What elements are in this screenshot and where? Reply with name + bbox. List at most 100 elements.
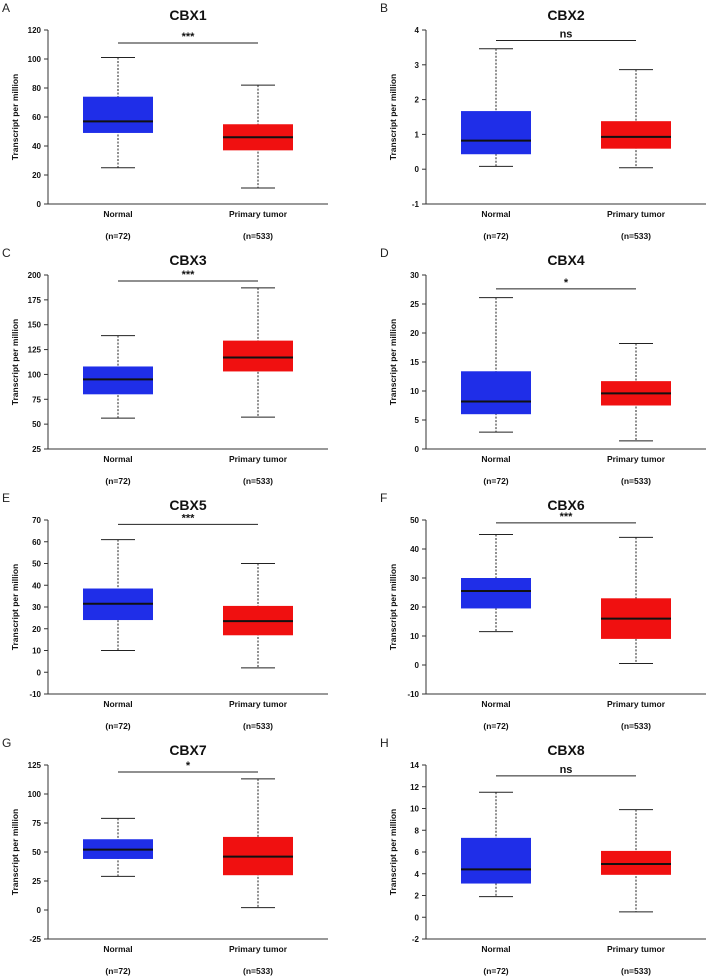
y-tick-label: 10 [410,632,419,641]
y-tick-label: 25 [32,445,41,454]
x-category-label: Primary tumor [229,944,288,954]
y-tick-label: 0 [37,200,42,209]
y-tick-label: -10 [29,690,41,699]
box-normal [83,96,153,133]
y-tick-label: 15 [410,358,419,367]
y-tick-label: 40 [32,581,41,590]
y-tick-label: 30 [32,603,41,612]
significance-label: ns [560,764,573,776]
chart-title: CBX6 [547,497,585,513]
y-tick-label: 30 [410,574,419,583]
n-label: (n=72) [483,966,508,976]
panel-letter: C [2,246,11,260]
y-tick-label: 120 [28,26,42,35]
chart-title: CBX4 [547,252,585,268]
significance-label: *** [560,511,574,523]
y-tick-label: 75 [32,819,41,828]
significance-label: *** [182,269,196,281]
y-tick-label: 0 [37,906,42,915]
significance-label: *** [182,512,196,524]
panel-letter: B [380,1,388,15]
y-tick-label: 100 [28,55,42,64]
y-tick-label: 25 [32,877,41,886]
y-axis-label: Transcript per million [388,74,398,160]
y-axis-label: Transcript per million [10,564,20,650]
y-axis-label: Transcript per million [388,809,398,895]
y-tick-label: -2 [412,935,420,944]
y-tick-label: -1 [412,200,420,209]
y-tick-label: 10 [32,647,41,656]
x-category-label: Normal [481,209,510,219]
box-normal [461,371,531,415]
y-tick-label: 125 [28,346,42,355]
y-tick-label: 2 [415,96,420,105]
n-label: (n=533) [621,231,651,241]
n-label: (n=72) [105,476,130,486]
y-axis-label: Transcript per million [388,564,398,650]
y-tick-label: 0 [415,165,420,174]
chart-title: CBX8 [547,742,585,758]
panel-h: H CBX8 Transcript per million -2 0 2 4 6 8 10 12 14… [378,735,715,979]
n-label: (n=72) [483,476,508,486]
n-label: (n=72) [105,721,130,731]
panel-c: C CBX3 Transcript per million 25 50 75 100 125 1… [0,245,357,489]
box-plot: E CBX5 Transcript per million -10 0 10 20 30 40 5… [2,491,328,731]
x-category-label: Primary tumor [229,699,288,709]
y-tick-label: 100 [28,370,42,379]
y-axis-label: Transcript per million [10,809,20,895]
y-tick-label: 25 [410,300,419,309]
significance-label: * [186,760,191,772]
chart-title: CBX7 [169,742,207,758]
panel-letter: G [2,736,11,750]
x-category-label: Normal [103,699,132,709]
box-normal [461,578,531,609]
n-label: (n=533) [621,721,651,731]
y-tick-label: 0 [415,913,420,922]
significance-label: * [564,277,569,289]
y-axis-label: Transcript per million [388,319,398,405]
y-axis-label: Transcript per million [10,74,20,160]
y-tick-label: 50 [32,560,41,569]
panel-letter: E [2,491,10,505]
y-tick-label: 3 [415,61,420,70]
y-tick-label: 100 [28,790,42,799]
n-label: (n=533) [621,966,651,976]
chart-title: CBX1 [169,7,207,23]
significance-label: ns [560,28,573,40]
y-tick-label: 14 [410,761,419,770]
chart-title: CBX5 [169,497,207,513]
y-tick-label: 20 [32,625,41,634]
y-tick-label: 0 [415,445,420,454]
x-category-label: Normal [103,209,132,219]
y-tick-label: 4 [415,870,420,879]
chart-title: CBX3 [169,252,207,268]
y-tick-label: 40 [410,545,419,554]
box-plot: H CBX8 Transcript per million -2 0 2 4 6 8 10 12 14… [380,736,706,976]
panel-letter: A [2,1,10,15]
panel-letter: F [380,491,387,505]
y-tick-label: 175 [28,296,42,305]
y-tick-label: 12 [410,783,419,792]
box-tumor [223,340,293,372]
x-category-label: Primary tumor [229,454,288,464]
y-tick-label: 50 [32,848,41,857]
panel-g: G CBX7 Transcript per million -25 0 25 50 75 100… [0,735,357,979]
n-label: (n=72) [483,231,508,241]
x-category-label: Normal [481,454,510,464]
y-tick-label: 0 [415,661,420,670]
panel-letter: H [380,736,389,750]
n-label: (n=72) [105,231,130,241]
n-label: (n=533) [243,476,273,486]
x-category-label: Primary tumor [607,454,666,464]
y-tick-label: -10 [407,690,419,699]
panel-e: E CBX5 Transcript per million -10 0 10 20 30 40 5… [0,490,357,734]
x-category-label: Primary tumor [607,944,666,954]
y-tick-label: 20 [32,171,41,180]
x-category-label: Primary tumor [229,209,288,219]
y-tick-label: 70 [32,516,41,525]
box-plot: C CBX3 Transcript per million 25 50 75 100 125 1… [2,246,328,486]
y-tick-label: 75 [32,395,41,404]
y-tick-label: 50 [410,516,419,525]
y-tick-label: 6 [415,848,420,857]
y-tick-label: 125 [28,761,42,770]
